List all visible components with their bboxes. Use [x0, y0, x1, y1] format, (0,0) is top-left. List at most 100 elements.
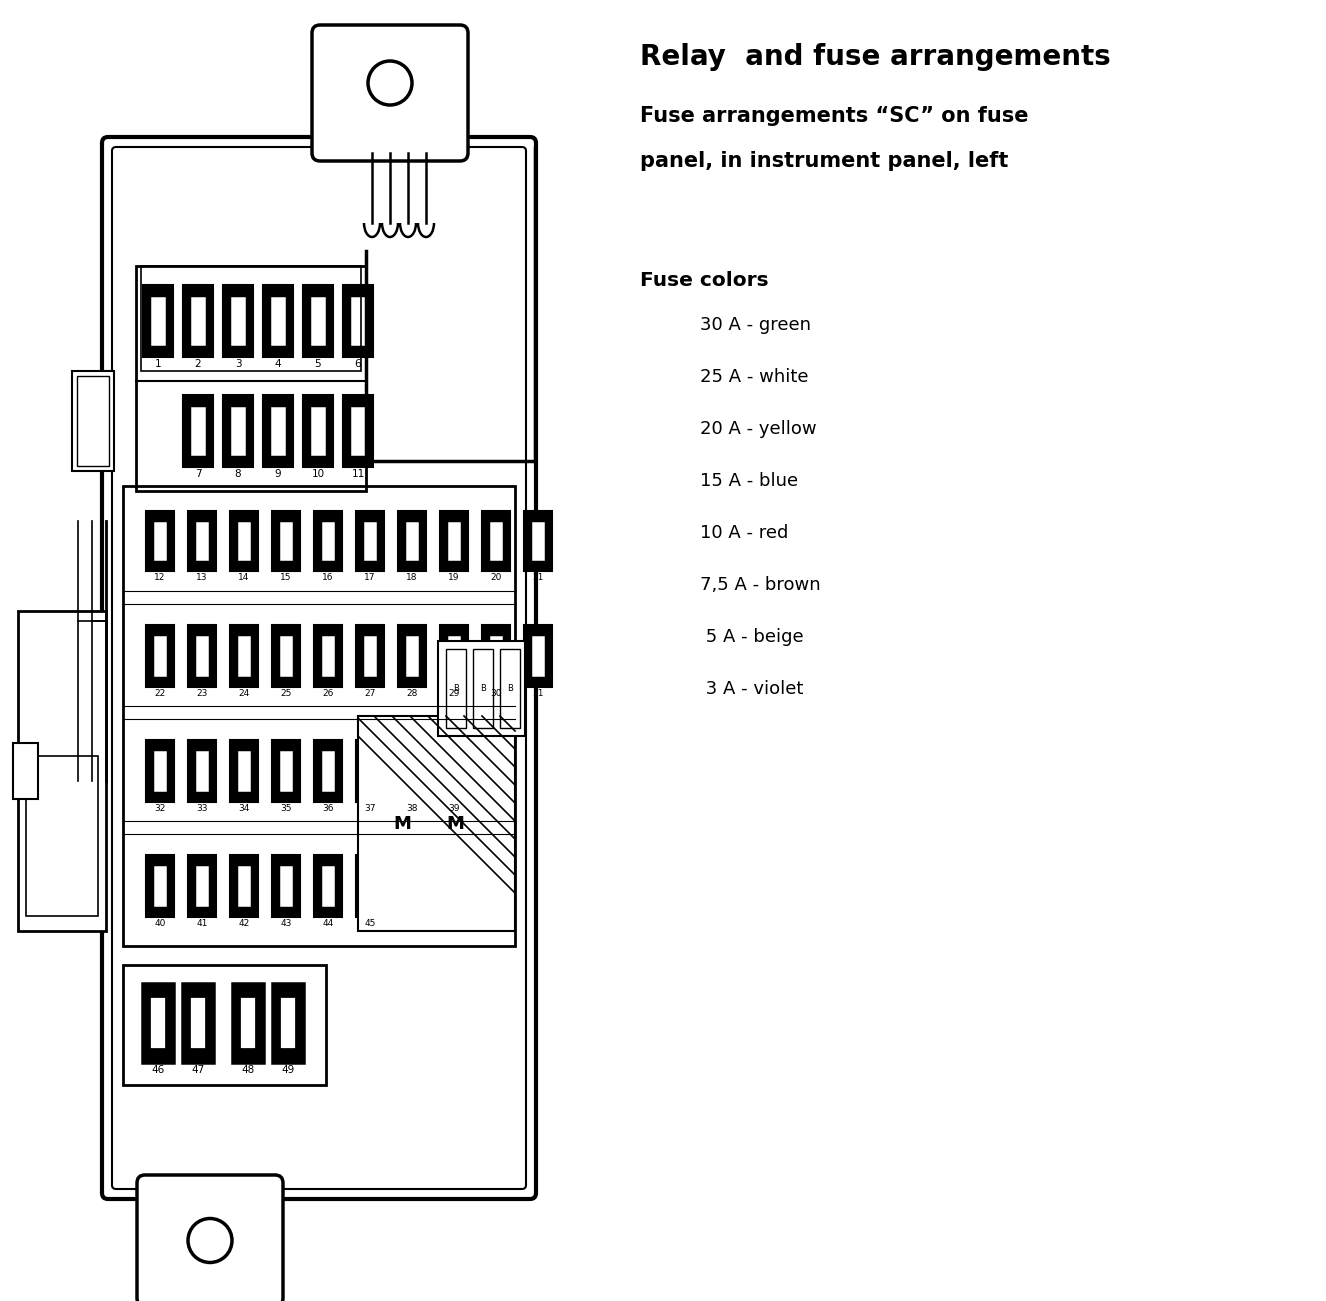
Text: 9: 9: [274, 468, 281, 479]
Bar: [278, 749, 293, 792]
FancyBboxPatch shape: [312, 25, 468, 161]
Bar: [280, 997, 296, 1049]
Text: 38: 38: [406, 804, 418, 813]
Text: panel, in instrument panel, left: panel, in instrument panel, left: [640, 151, 1008, 170]
Bar: [304, 396, 333, 467]
Text: 2: 2: [195, 359, 202, 369]
Bar: [321, 865, 335, 907]
Text: 48: 48: [241, 1066, 255, 1075]
Bar: [314, 511, 342, 571]
Bar: [355, 740, 385, 801]
Text: 27: 27: [365, 690, 375, 699]
Bar: [183, 285, 213, 356]
Bar: [398, 511, 426, 571]
Bar: [146, 624, 174, 687]
Text: 26: 26: [322, 690, 334, 699]
Bar: [19, 611, 106, 932]
Text: 39: 39: [448, 804, 460, 813]
Text: 30 A - green: 30 A - green: [700, 316, 812, 334]
Bar: [141, 265, 361, 371]
Bar: [263, 396, 293, 467]
Text: 19: 19: [448, 572, 460, 582]
Text: 16: 16: [322, 572, 334, 582]
Bar: [314, 740, 342, 801]
Text: 1: 1: [155, 359, 162, 369]
Text: 5: 5: [314, 359, 321, 369]
Bar: [223, 285, 253, 356]
Bar: [278, 520, 293, 562]
Bar: [363, 749, 378, 792]
Text: 4: 4: [274, 359, 281, 369]
Bar: [438, 641, 525, 736]
Text: 25: 25: [280, 690, 292, 699]
Bar: [500, 649, 520, 729]
Text: 22: 22: [154, 690, 166, 699]
Text: 10: 10: [312, 468, 325, 479]
Text: 21: 21: [532, 572, 544, 582]
Text: M: M: [392, 814, 411, 833]
Bar: [195, 520, 210, 562]
Circle shape: [188, 1219, 232, 1262]
Text: Fuse arrangements “SC” on fuse: Fuse arrangements “SC” on fuse: [640, 105, 1029, 126]
Bar: [143, 285, 172, 356]
Text: Relay  and fuse arrangements: Relay and fuse arrangements: [640, 43, 1111, 72]
Text: 46: 46: [151, 1066, 164, 1075]
Bar: [343, 285, 373, 356]
Text: 41: 41: [196, 919, 208, 928]
Bar: [229, 624, 259, 687]
Bar: [272, 624, 300, 687]
Bar: [232, 984, 264, 1063]
Bar: [182, 984, 213, 1063]
Text: B: B: [480, 684, 485, 693]
Text: 28: 28: [406, 690, 418, 699]
Bar: [350, 406, 366, 457]
Bar: [13, 743, 38, 799]
Bar: [195, 635, 210, 677]
Bar: [350, 295, 366, 346]
Text: B: B: [453, 684, 459, 693]
Text: Fuse colors: Fuse colors: [640, 271, 769, 290]
Bar: [489, 520, 504, 562]
Bar: [398, 624, 426, 687]
Bar: [481, 511, 511, 571]
Bar: [272, 740, 300, 801]
Bar: [404, 520, 419, 562]
Bar: [447, 635, 461, 677]
Bar: [304, 285, 333, 356]
Bar: [137, 265, 366, 490]
Bar: [473, 649, 493, 729]
Text: 30: 30: [491, 690, 501, 699]
Text: 37: 37: [365, 804, 375, 813]
Bar: [72, 371, 114, 471]
Bar: [142, 984, 174, 1063]
Bar: [524, 511, 552, 571]
Bar: [152, 749, 167, 792]
Bar: [190, 295, 206, 346]
Bar: [188, 855, 216, 917]
Bar: [271, 295, 286, 346]
Bar: [310, 406, 326, 457]
Bar: [223, 396, 253, 467]
Bar: [314, 624, 342, 687]
Bar: [447, 749, 461, 792]
Bar: [190, 997, 207, 1049]
Text: 6: 6: [354, 359, 361, 369]
Text: 10 A - red: 10 A - red: [700, 524, 789, 543]
Text: 49: 49: [281, 1066, 294, 1075]
Bar: [321, 749, 335, 792]
Bar: [152, 520, 167, 562]
FancyBboxPatch shape: [137, 1175, 282, 1301]
Text: 5 A - beige: 5 A - beige: [700, 628, 804, 647]
Bar: [481, 624, 511, 687]
Bar: [355, 624, 385, 687]
Text: 11: 11: [351, 468, 365, 479]
Text: 8: 8: [235, 468, 241, 479]
Bar: [229, 511, 259, 571]
Text: 23: 23: [196, 690, 208, 699]
Bar: [229, 855, 259, 917]
Bar: [278, 865, 293, 907]
Bar: [363, 635, 378, 677]
Bar: [195, 865, 210, 907]
Text: 7,5 A - brown: 7,5 A - brown: [700, 576, 821, 595]
Bar: [489, 635, 504, 677]
